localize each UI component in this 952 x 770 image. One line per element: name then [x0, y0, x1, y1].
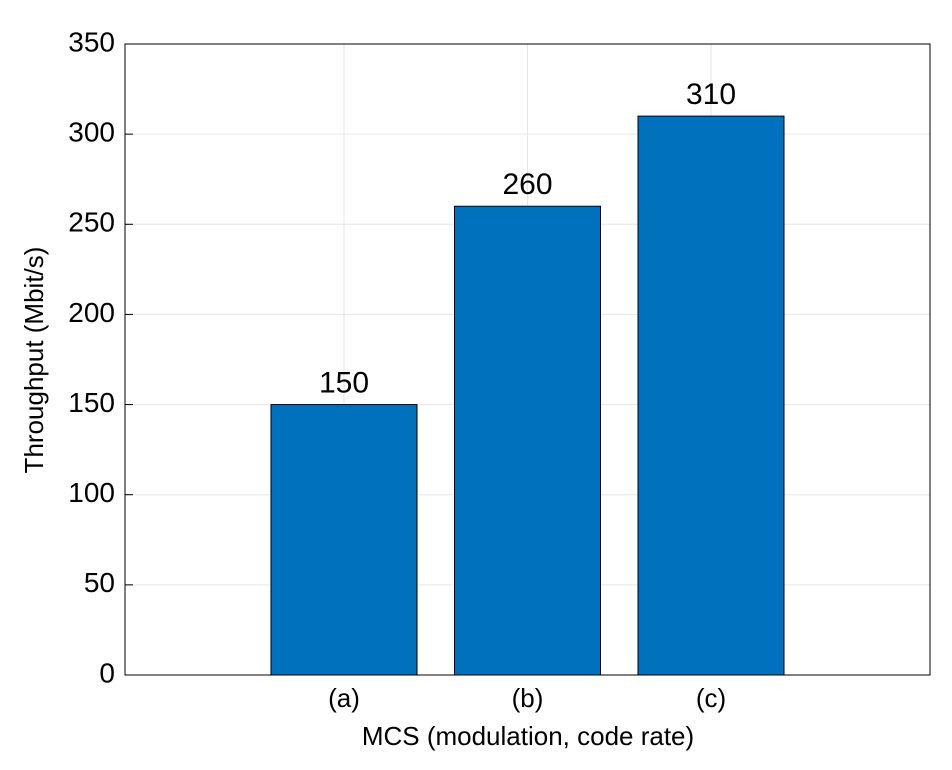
y-tick-label: 300: [68, 117, 115, 148]
y-tick-label: 0: [99, 657, 115, 688]
data-label: 260: [502, 168, 552, 201]
plot-frame: [124, 43, 931, 676]
bar: [637, 115, 785, 676]
bar: [454, 205, 601, 676]
x-tick-label: (b): [512, 683, 544, 713]
y-tick-label: 150: [68, 387, 115, 418]
y-tick-label: 50: [84, 567, 115, 598]
y-axis-label: Throughput (Mbit/s): [19, 247, 49, 474]
y-tick-label: 350: [68, 26, 115, 57]
bar: [270, 404, 418, 676]
x-tick-label: (a): [328, 683, 360, 713]
data-label: 310: [686, 78, 736, 111]
x-tick-label: (c): [696, 683, 726, 713]
y-tick-label: 250: [68, 207, 115, 238]
y-tick-label: 200: [68, 297, 115, 328]
x-axis-label: MCS (modulation, code rate): [362, 721, 694, 751]
y-tick-label: 100: [68, 477, 115, 508]
data-label: 150: [319, 366, 369, 399]
